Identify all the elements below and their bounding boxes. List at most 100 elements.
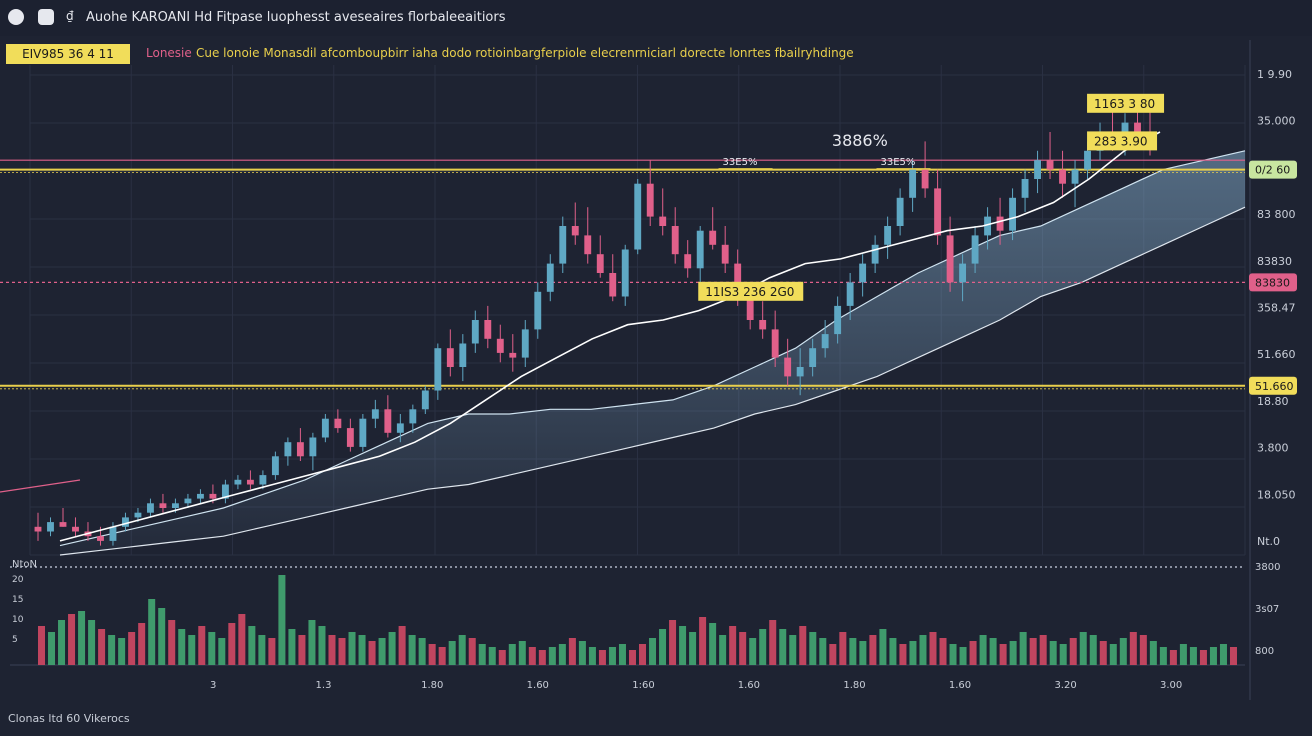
candle-body — [421, 390, 429, 410]
volume-bar — [448, 641, 456, 665]
volume-bar — [168, 620, 176, 665]
candle-body — [72, 526, 79, 532]
candle-body — [646, 183, 654, 217]
volume-bar — [869, 635, 877, 665]
candle-body — [1134, 122, 1141, 132]
candle-body — [759, 320, 767, 330]
settings-icon[interactable] — [38, 9, 54, 25]
volume-bar — [178, 629, 186, 665]
x-tick-label: 3.00 — [1160, 680, 1182, 691]
candle-body — [921, 169, 929, 189]
price-callout-box — [1087, 93, 1165, 113]
volume-bar — [939, 638, 947, 665]
price-callout-box — [698, 281, 804, 301]
volume-bar — [528, 647, 536, 665]
candle-body — [1021, 179, 1029, 198]
volume-bar — [358, 635, 366, 665]
volume-bar — [739, 632, 747, 665]
candle-body — [359, 418, 367, 447]
candle-body — [459, 343, 467, 367]
volume-bar — [1199, 650, 1207, 665]
candle-body — [1084, 150, 1091, 170]
candle-body — [246, 479, 254, 485]
candle-body — [671, 226, 679, 255]
volume-bar — [438, 647, 446, 665]
volume-bar — [809, 632, 817, 665]
candle-body — [609, 273, 617, 297]
candle-body — [184, 498, 192, 504]
volume-bar — [769, 620, 777, 665]
candle-body — [584, 235, 592, 255]
x-tick-label: 3.20 — [1054, 680, 1076, 691]
candle-body — [884, 226, 892, 245]
volume-bar — [298, 635, 306, 665]
volume-bar — [238, 614, 246, 665]
candle-body — [821, 334, 829, 349]
candle-body — [734, 263, 742, 297]
candle-body — [621, 249, 629, 297]
volume-bar — [1099, 641, 1107, 665]
candle-body — [196, 493, 204, 499]
candle-body — [134, 512, 142, 518]
volume-bar — [278, 575, 286, 665]
volume-bar — [508, 644, 516, 665]
y-tick-label: 18.80 — [1257, 395, 1289, 408]
candle-body — [234, 479, 242, 485]
y-tick-label: 1 9.90 — [1257, 68, 1292, 81]
candle-body — [271, 456, 279, 476]
volume-bar — [408, 635, 416, 665]
candle-body — [396, 423, 404, 433]
candle-body — [846, 282, 854, 306]
volume-bar — [308, 620, 316, 665]
candle-body — [221, 484, 229, 499]
volume-bar — [799, 626, 807, 665]
y-tick-label: 18.050 — [1257, 488, 1296, 501]
candle-body — [796, 367, 804, 377]
x-tick-label: 1.80 — [421, 680, 443, 691]
volume-bar — [729, 626, 737, 665]
symbol-badge[interactable]: EIV985 36 4 11 — [6, 44, 130, 64]
volume-bar — [588, 647, 596, 665]
candle-body — [59, 522, 67, 527]
volume-bar — [108, 635, 116, 665]
volume-bar — [468, 638, 476, 665]
volume-bar — [118, 638, 126, 665]
volume-left-tick: 5 — [12, 635, 18, 645]
percent-annotation: 33E5% — [881, 157, 916, 168]
volume-bar — [669, 620, 677, 665]
band-upper-line — [59, 150, 1246, 547]
candle-body — [1034, 160, 1041, 179]
volume-bar — [478, 644, 486, 665]
candle-body — [559, 226, 567, 264]
volume-bar — [1029, 638, 1037, 665]
volume-bar — [218, 638, 226, 665]
menu-circle-icon[interactable] — [8, 9, 24, 25]
volume-bar — [608, 647, 616, 665]
volume-bar — [458, 635, 466, 665]
volume-bar — [1049, 641, 1057, 665]
price-tag-box — [1249, 273, 1297, 292]
candle-body — [534, 291, 542, 330]
volume-bar — [1159, 647, 1167, 665]
volume-bar — [749, 638, 757, 665]
volume-bar — [979, 635, 987, 665]
x-tick-label: 1.60 — [949, 680, 971, 691]
candle-body — [496, 338, 504, 353]
volume-bar — [909, 641, 917, 665]
volume-left-tick: 20 — [12, 575, 24, 585]
volume-bar — [719, 635, 727, 665]
candle-body — [684, 254, 692, 269]
candle-body — [296, 442, 304, 457]
band-lower-line — [59, 206, 1246, 556]
volume-bar — [248, 626, 256, 665]
volume-bar — [1009, 641, 1017, 665]
volume-bar — [288, 629, 296, 665]
candle-body — [746, 296, 754, 320]
volume-bar — [548, 647, 556, 665]
candle-body — [596, 254, 604, 273]
volume-bar — [779, 629, 787, 665]
volume-bar — [999, 644, 1007, 665]
footer-label: Clonas ltd 60 Vikerocs — [8, 712, 130, 725]
volume-bar — [148, 599, 156, 665]
